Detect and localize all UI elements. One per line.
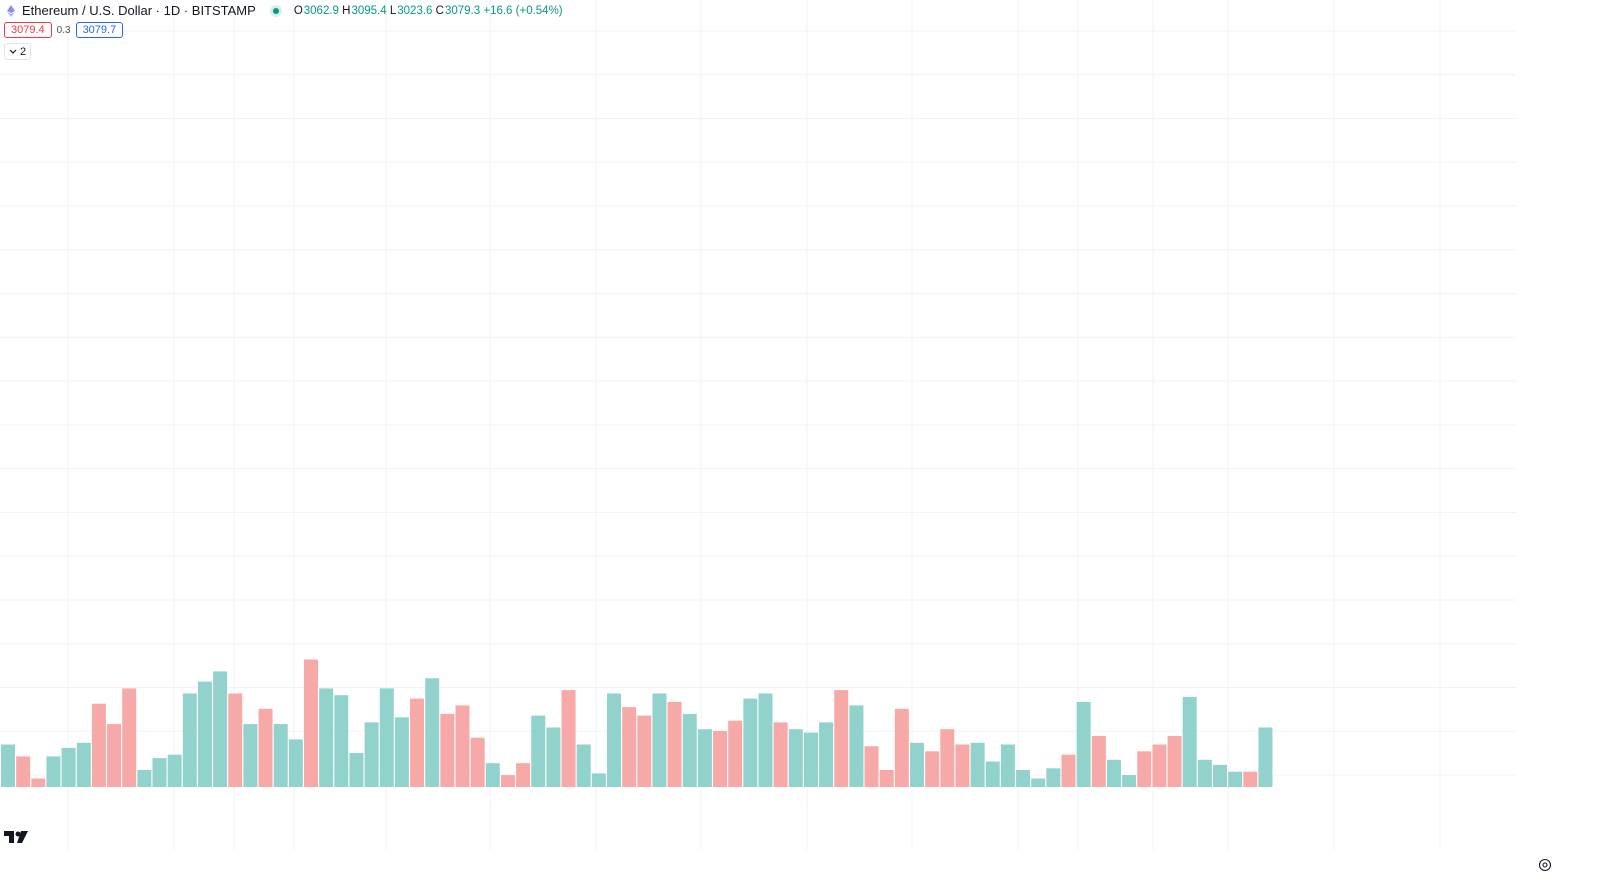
volume-bar (1197, 759, 1212, 787)
ohlc-values: O3062.9 H3095.4 L3023.6 C3079.3 +16.6 (+… (293, 4, 563, 17)
volume-bar (349, 753, 364, 787)
ethereum-icon (7, 4, 15, 17)
volume-bar (304, 659, 318, 787)
tradingview-logo-icon[interactable] (4, 828, 30, 846)
volume-bar (1076, 702, 1091, 787)
volume-bar (955, 744, 970, 787)
volume-bar (500, 775, 515, 787)
volume-bar (516, 763, 531, 787)
volume-bar (152, 758, 167, 787)
volume-bar (61, 747, 76, 787)
volume-bar (228, 693, 243, 787)
volume-bar (864, 746, 879, 787)
volume-bar (1031, 778, 1046, 787)
volume-bar (319, 688, 334, 787)
volume-bar (485, 763, 500, 787)
volume-bar (591, 773, 606, 787)
volume-bar (940, 729, 955, 787)
volume-bar (258, 708, 273, 787)
volume-bar (394, 717, 409, 787)
volume-bar (182, 693, 197, 787)
volume-bar (470, 737, 485, 787)
volume-bar (122, 688, 137, 787)
volume-bar (637, 715, 652, 787)
volume-bar (1, 744, 15, 787)
volume-bar (91, 703, 106, 787)
volume-bar (925, 751, 940, 787)
volume-bar (1091, 736, 1106, 787)
volume-bar (622, 707, 637, 787)
volume-bar (1137, 751, 1152, 787)
volume-bar (1258, 727, 1273, 787)
volume-bar (803, 732, 818, 787)
volume-bar (970, 742, 985, 787)
volume-bar (1122, 775, 1137, 787)
volume-bar (985, 761, 1000, 787)
volume-bar (652, 693, 667, 787)
volume-bar (713, 730, 728, 787)
volume-bar (728, 720, 743, 787)
volume-bar (879, 770, 894, 787)
volume-bar (107, 724, 122, 787)
volume-bar (440, 713, 455, 787)
symbol-title[interactable]: Ethereum / U.S. Dollar · 1D · BITSTAMP (22, 3, 256, 18)
volume-bar (16, 756, 31, 787)
spread-value: 0.3 (56, 24, 71, 36)
chevron-down-icon (9, 49, 17, 54)
volume-bar (849, 705, 864, 787)
volume-bar (334, 695, 349, 787)
volume-bar (425, 678, 440, 787)
volume-bar (76, 742, 91, 787)
volume-bar (788, 729, 803, 787)
volume-bar (1243, 771, 1258, 787)
volume-bar (364, 722, 379, 787)
indicators-toggle-button[interactable]: 2 (4, 43, 32, 60)
volume-bar (410, 698, 425, 787)
volume-bar (667, 702, 682, 787)
volume-bar (1182, 696, 1197, 787)
volume-bar (773, 722, 788, 787)
volume-bar (607, 693, 621, 787)
volume-bar (273, 724, 288, 787)
volume-bar (546, 727, 561, 787)
chart-legend: Ethereum / U.S. Dollar · 1D · BITSTAMP O… (6, 3, 563, 18)
market-status-icon[interactable] (269, 4, 282, 17)
volume-bar (894, 708, 909, 787)
volume-bar (682, 713, 697, 787)
buy-button[interactable]: 3079.7 (75, 22, 124, 38)
volume-bar (31, 778, 46, 787)
volume-bar (288, 739, 303, 787)
volume-bar (561, 690, 576, 787)
volume-bar (819, 722, 834, 787)
volume-bar (213, 671, 228, 787)
volume-bar (137, 770, 152, 787)
volume-bar (910, 742, 924, 787)
volume-bar (455, 705, 470, 787)
settings-icon[interactable] (1538, 858, 1552, 872)
volume-bar (758, 693, 773, 787)
volume-bar (1046, 768, 1061, 787)
volume-bar (243, 724, 258, 787)
volume-bar (1000, 744, 1015, 787)
volume-bar (1228, 771, 1243, 787)
volume-bar (1016, 770, 1031, 787)
volume-bar (1152, 744, 1167, 787)
volume-bar (743, 698, 758, 787)
volume-bar (46, 756, 61, 787)
volume-bar (1167, 736, 1182, 787)
volume-bar (531, 715, 546, 787)
volume-bar (576, 744, 591, 787)
volume-bar (197, 681, 212, 787)
volume-bar (697, 729, 712, 787)
quote-row: 3079.4 0.3 3079.7 (4, 22, 124, 38)
volume-bar (1061, 754, 1076, 787)
volume-bar (167, 754, 182, 787)
volume-bar (1213, 764, 1227, 787)
volume-bar (379, 688, 394, 787)
volume-bar (834, 690, 849, 787)
volume-bar (1106, 759, 1121, 787)
sell-button[interactable]: 3079.4 (4, 22, 52, 38)
